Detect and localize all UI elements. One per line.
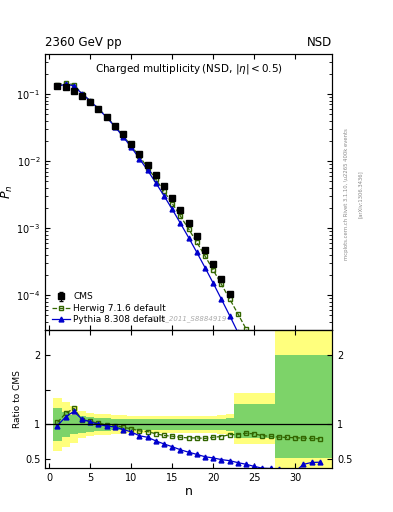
- Y-axis label: $P_n$: $P_n$: [0, 185, 15, 199]
- Herwig 7.1.6 default: [252, 341, 257, 347]
- Pythia 8.308 default: [72, 83, 76, 89]
- Pythia 8.308 default: [227, 312, 232, 318]
- Herwig 7.1.6 default: [137, 153, 142, 159]
- Pythia 8.308 default: [203, 265, 208, 271]
- Text: Charged multiplicity$\,(\mathrm{NSD},\,|\eta| < 0.5)$: Charged multiplicity$\,(\mathrm{NSD},\,|…: [95, 62, 283, 76]
- Pythia 8.308 default: [276, 419, 281, 425]
- Pythia 8.308 default: [162, 193, 166, 199]
- Line: Herwig 7.1.6 default: Herwig 7.1.6 default: [55, 80, 322, 482]
- Pythia 8.308 default: [260, 382, 265, 388]
- Pythia 8.308 default: [80, 91, 84, 97]
- Text: NSD: NSD: [307, 36, 332, 49]
- Text: [arXiv:1306.3436]: [arXiv:1306.3436]: [358, 170, 363, 219]
- Herwig 7.1.6 default: [170, 201, 174, 207]
- Herwig 7.1.6 default: [88, 98, 93, 104]
- Herwig 7.1.6 default: [178, 213, 183, 219]
- Herwig 7.1.6 default: [260, 357, 265, 363]
- Pythia 8.308 default: [235, 329, 240, 335]
- Pythia 8.308 default: [309, 502, 314, 508]
- Text: mcplots.cern.ch Rivet 3.1.10, \u2265 400k events: mcplots.cern.ch Rivet 3.1.10, \u2265 400…: [344, 129, 349, 261]
- Pythia 8.308 default: [121, 134, 125, 140]
- Herwig 7.1.6 default: [318, 476, 322, 482]
- Pythia 8.308 default: [186, 234, 191, 241]
- Y-axis label: Ratio to CMS: Ratio to CMS: [13, 370, 22, 429]
- Pythia 8.308 default: [219, 296, 224, 302]
- Herwig 7.1.6 default: [55, 82, 60, 88]
- Herwig 7.1.6 default: [235, 311, 240, 317]
- Pythia 8.308 default: [268, 400, 273, 407]
- Pythia 8.308 default: [129, 144, 134, 151]
- Pythia 8.308 default: [178, 220, 183, 226]
- Herwig 7.1.6 default: [162, 188, 166, 195]
- Pythia 8.308 default: [104, 114, 109, 120]
- Pythia 8.308 default: [252, 364, 257, 370]
- Pythia 8.308 default: [293, 459, 298, 465]
- Herwig 7.1.6 default: [72, 82, 76, 88]
- Herwig 7.1.6 default: [112, 123, 117, 129]
- X-axis label: n: n: [185, 485, 193, 498]
- Herwig 7.1.6 default: [96, 105, 101, 112]
- Herwig 7.1.6 default: [244, 326, 248, 332]
- Herwig 7.1.6 default: [63, 80, 68, 86]
- Herwig 7.1.6 default: [186, 226, 191, 232]
- Herwig 7.1.6 default: [227, 296, 232, 302]
- Herwig 7.1.6 default: [80, 91, 84, 97]
- Pythia 8.308 default: [211, 280, 216, 286]
- Line: Pythia 8.308 default: Pythia 8.308 default: [55, 82, 322, 512]
- Herwig 7.1.6 default: [195, 239, 199, 245]
- Pythia 8.308 default: [145, 167, 150, 174]
- Pythia 8.308 default: [170, 206, 174, 212]
- Herwig 7.1.6 default: [145, 164, 150, 170]
- Text: 2360 GeV pp: 2360 GeV pp: [45, 36, 122, 49]
- Pythia 8.308 default: [137, 156, 142, 162]
- Pythia 8.308 default: [244, 346, 248, 352]
- Herwig 7.1.6 default: [219, 281, 224, 287]
- Herwig 7.1.6 default: [121, 133, 125, 139]
- Pythia 8.308 default: [63, 81, 68, 87]
- Herwig 7.1.6 default: [293, 423, 298, 430]
- Herwig 7.1.6 default: [268, 373, 273, 379]
- Herwig 7.1.6 default: [154, 176, 158, 182]
- Herwig 7.1.6 default: [211, 267, 216, 273]
- Pythia 8.308 default: [301, 480, 306, 486]
- Pythia 8.308 default: [154, 180, 158, 186]
- Herwig 7.1.6 default: [309, 458, 314, 464]
- Legend: CMS, Herwig 7.1.6 default, Pythia 8.308 default: CMS, Herwig 7.1.6 default, Pythia 8.308 …: [50, 291, 168, 326]
- Herwig 7.1.6 default: [203, 253, 208, 259]
- Herwig 7.1.6 default: [301, 440, 306, 446]
- Pythia 8.308 default: [96, 106, 101, 112]
- Herwig 7.1.6 default: [276, 390, 281, 396]
- Herwig 7.1.6 default: [285, 407, 289, 413]
- Herwig 7.1.6 default: [104, 114, 109, 120]
- Pythia 8.308 default: [195, 249, 199, 255]
- Text: CMS_2011_S8884919: CMS_2011_S8884919: [151, 315, 227, 322]
- Pythia 8.308 default: [55, 83, 60, 90]
- Pythia 8.308 default: [88, 98, 93, 104]
- Herwig 7.1.6 default: [129, 143, 134, 149]
- Pythia 8.308 default: [285, 439, 289, 445]
- Pythia 8.308 default: [112, 123, 117, 130]
